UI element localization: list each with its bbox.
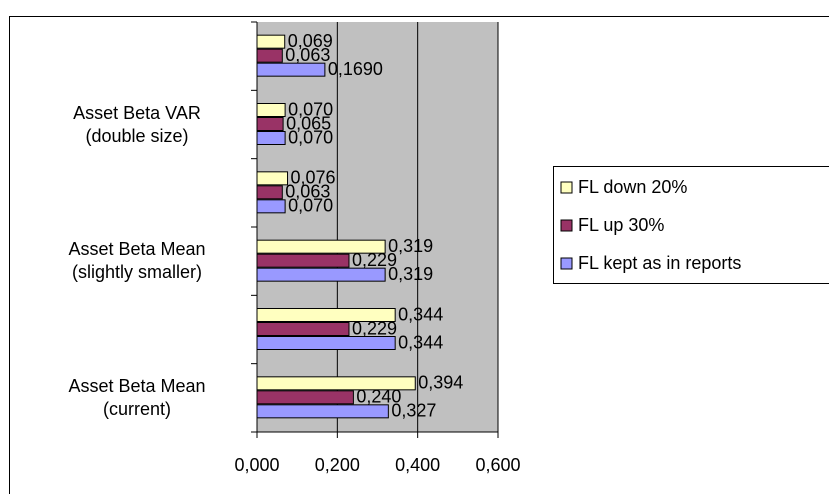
data-label: 0,319 [388,264,433,284]
bar [256,62,326,77]
bar [256,322,350,336]
data-label: 0,319 [388,236,433,256]
data-label: 0,344 [398,304,443,324]
bar [256,185,283,200]
bar [256,267,386,282]
bar [256,376,416,391]
legend-swatch [560,257,573,270]
data-label: 0,1690 [328,59,383,79]
x-tick-label: 0,600 [475,455,520,475]
data-label: 0,327 [391,401,436,421]
data-label: 0,229 [352,318,397,338]
y-tick-label: Asset Beta Mean (current) [68,375,206,419]
bar [256,48,283,63]
bar [256,336,396,350]
data-label: 0,394 [418,373,463,393]
y-tick-label: Asset Beta Mean (slightly smaller) [68,239,206,283]
bar [256,171,289,186]
bar [256,390,354,405]
bar [256,239,386,254]
legend-label: FL kept as in reports [578,253,741,273]
bar [256,117,284,131]
x-tick-label: 0,000 [234,455,279,475]
data-label: 0,229 [352,250,397,270]
legend-label: FL down 20% [578,177,687,197]
y-tick-label: Asset Beta VAR (double size) [73,102,201,146]
data-label: 0,063 [285,45,330,65]
x-tick-label: 0,400 [395,455,440,475]
bar [256,103,286,117]
bar [256,131,286,145]
plot-area [257,22,498,432]
legend-box [553,166,829,284]
data-label: 0,344 [398,332,443,352]
x-tick-label: 0,200 [315,455,360,475]
bar [256,308,396,322]
data-label: 0,076 [291,168,336,188]
legend-label: FL up 30% [578,215,664,235]
bar [256,404,389,419]
data-label: 0,063 [285,182,330,202]
data-label: 0,070 [288,196,333,216]
data-label: 0,065 [286,113,331,133]
bar [256,253,350,268]
data-label: 0,070 [288,127,333,147]
data-label: 0,070 [288,99,333,119]
legend-swatch [560,219,573,232]
legend-swatch [560,181,573,194]
data-label: 0,069 [288,31,333,51]
data-label: 0,240 [356,387,401,407]
bar [256,34,286,49]
bar [256,199,286,214]
